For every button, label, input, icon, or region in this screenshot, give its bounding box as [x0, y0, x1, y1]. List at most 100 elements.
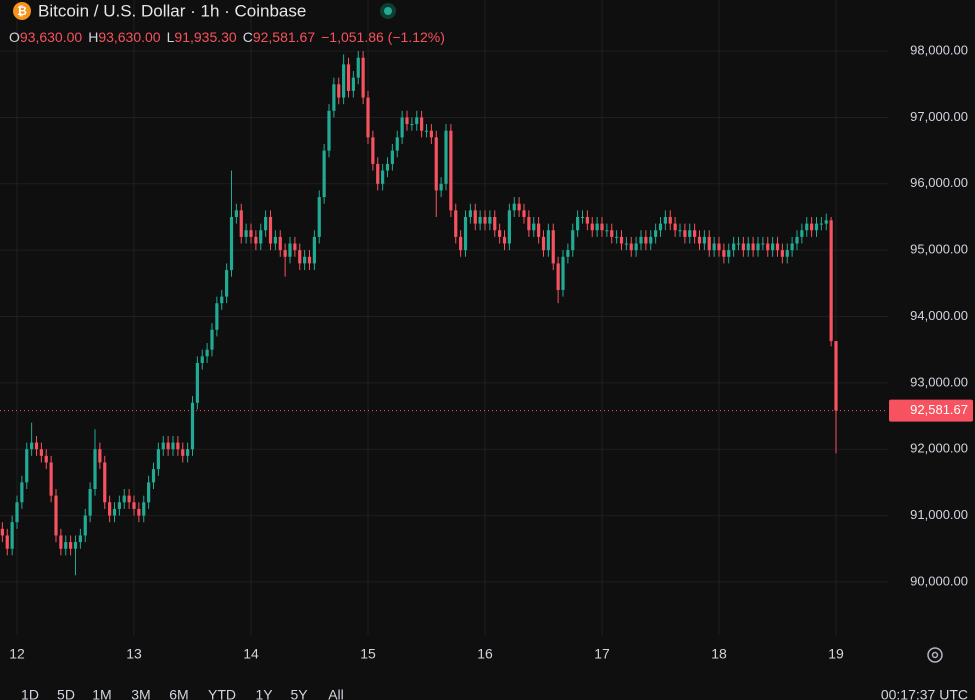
candle-body — [468, 210, 472, 217]
timeframe-button[interactable]: 1M — [92, 687, 111, 700]
candle-body — [420, 117, 424, 131]
candle-body — [434, 137, 438, 191]
candle-body — [756, 243, 760, 251]
candle-body — [702, 236, 706, 244]
candle-body — [834, 341, 838, 411]
candle-body — [780, 250, 784, 257]
candle-body — [814, 223, 819, 231]
candle-body — [200, 356, 204, 363]
candle-body — [225, 270, 229, 297]
candle-body — [49, 462, 53, 496]
timeframe-button[interactable]: 5Y — [290, 687, 308, 700]
overlay: 90,000.00 91,000.00 92,000.00 93,000.00 94,0… — [0, 43, 973, 662]
candle-body — [132, 502, 136, 509]
candle-body — [580, 216, 585, 218]
candle-body — [444, 130, 448, 184]
candle-body — [727, 250, 731, 257]
candle-body — [273, 236, 277, 244]
candle-body — [478, 216, 482, 224]
candle-body — [264, 216, 268, 231]
candle-body — [371, 137, 375, 164]
timeframe-button[interactable]: All — [328, 687, 344, 700]
y-tick-label: 95,000.00 — [910, 242, 968, 257]
candle-body — [190, 402, 195, 450]
candle-body — [390, 150, 394, 164]
candle-body — [44, 455, 48, 463]
candle-body — [483, 216, 487, 224]
candle-body — [5, 535, 9, 549]
candle-body — [88, 489, 92, 516]
candle-body — [449, 130, 453, 211]
candle-body — [249, 230, 253, 237]
candle-body — [439, 183, 443, 191]
candle-body — [10, 522, 14, 549]
candle-body — [69, 542, 73, 549]
last-price-label: 92,581.67 — [910, 402, 968, 417]
y-tick-label: 93,000.00 — [910, 374, 968, 389]
legend-value: 91,935.30 — [174, 29, 236, 45]
candle-body — [234, 210, 238, 217]
x-tick-label: 13 — [126, 646, 142, 662]
candle-body — [30, 442, 34, 450]
candle-body — [459, 236, 463, 251]
candle-body — [293, 243, 297, 251]
candle-body — [298, 250, 302, 264]
candle-body — [785, 250, 789, 257]
timeframe-button[interactable]: 1D — [21, 687, 39, 700]
y-tick-label: 98,000.00 — [910, 43, 968, 58]
timeframe-button[interactable]: YTD — [208, 687, 236, 700]
x-tick-label: 17 — [594, 646, 610, 662]
candle-body — [473, 210, 477, 224]
candle-body — [337, 84, 341, 98]
candle-body — [171, 442, 175, 450]
timeframe-button[interactable]: 5D — [57, 687, 75, 700]
candle-body — [20, 482, 24, 503]
candle-body — [317, 197, 321, 237]
candle-body — [624, 243, 628, 245]
candle-body — [147, 482, 151, 503]
candle-body — [181, 449, 185, 456]
candle-body — [810, 223, 814, 231]
candle-body — [332, 84, 336, 111]
legend-value: 93,630.00 — [20, 29, 82, 45]
y-tick-label: 97,000.00 — [910, 109, 968, 124]
candle-body — [108, 502, 112, 516]
candle-body — [732, 243, 736, 251]
candle-body — [454, 210, 458, 237]
candle-body — [585, 216, 589, 224]
candle-body — [668, 216, 672, 224]
candle-body — [488, 216, 492, 224]
candle-body — [683, 230, 687, 237]
candle-body — [151, 469, 156, 483]
candle-body — [244, 230, 248, 237]
candle-body — [361, 57, 365, 98]
candle-body — [561, 256, 565, 290]
candle-body — [761, 243, 765, 245]
legend-key: O — [9, 29, 20, 45]
candle-body — [751, 243, 755, 251]
candle-body — [507, 210, 511, 244]
candle-body — [137, 508, 141, 516]
bitcoin-icon-glyph: ₿ — [17, 4, 27, 18]
timeframe-button[interactable]: 3M — [131, 687, 150, 700]
legend-value: 92,581.67 — [253, 29, 315, 45]
candle-body — [73, 542, 78, 549]
candle-body — [186, 449, 190, 456]
candle-body — [634, 243, 638, 251]
candle-body — [142, 502, 146, 516]
candle-body — [707, 236, 711, 251]
timeframe-button[interactable]: 1Y — [255, 687, 273, 700]
candle-body — [790, 243, 794, 251]
status-dot — [384, 7, 392, 15]
candle-body — [576, 216, 580, 231]
candle-body — [220, 296, 224, 304]
candle-body — [629, 243, 633, 251]
x-tick-label: 12 — [9, 646, 25, 662]
settings-button[interactable] — [927, 647, 943, 663]
candle-body — [502, 236, 507, 244]
timeframe-button[interactable]: 6M — [169, 687, 188, 700]
candle-body — [127, 495, 131, 503]
candle-body — [546, 230, 550, 251]
y-tick-label: 92,000.00 — [910, 441, 968, 456]
